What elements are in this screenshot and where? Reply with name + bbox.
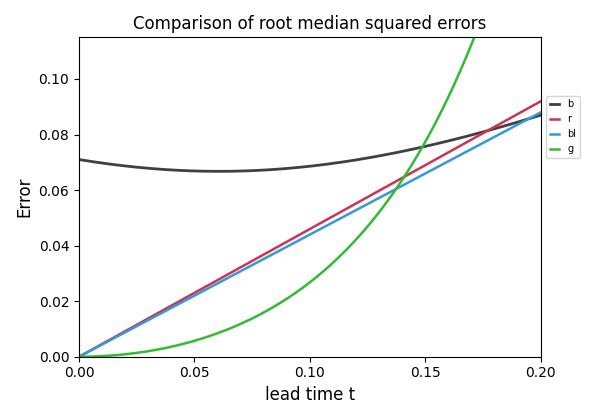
Y-axis label: Error: Error [15,177,33,217]
Legend: b, r, bl, g: b, r, bl, g [546,96,580,158]
X-axis label: lead time t: lead time t [265,386,355,404]
Title: Comparison of root median squared errors: Comparison of root median squared errors [133,15,487,33]
